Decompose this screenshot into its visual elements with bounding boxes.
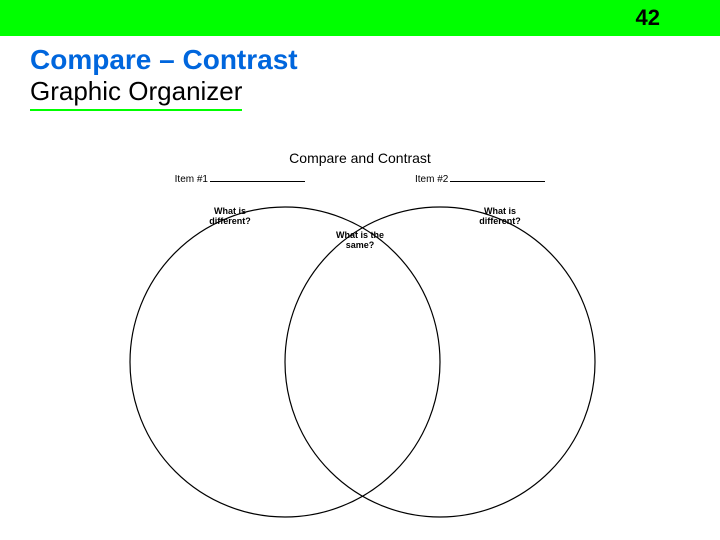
item2-blank-line xyxy=(450,181,545,182)
page-number: 42 xyxy=(636,5,660,31)
venn-circles: What isdifferent? What isdifferent? What… xyxy=(110,187,610,507)
prompt-left: What isdifferent? xyxy=(200,207,260,227)
item1-label: Item #1 xyxy=(175,174,305,185)
diagram-title: Compare and Contrast xyxy=(110,150,610,166)
item2-label: Item #2 xyxy=(415,174,545,185)
venn-diagram: Compare and Contrast Item #1 Item #2 Wha… xyxy=(110,150,610,530)
item2-text: Item #2 xyxy=(415,174,448,185)
header-bar: 42 xyxy=(0,0,720,36)
prompt-middle: What is thesame? xyxy=(330,231,390,251)
title-line2: Graphic Organizer xyxy=(30,76,242,111)
item1-text: Item #1 xyxy=(175,174,208,185)
prompt-right: What isdifferent? xyxy=(470,207,530,227)
title-line1: Compare – Contrast xyxy=(30,44,690,76)
title-block: Compare – Contrast Graphic Organizer xyxy=(0,36,720,111)
item-labels-row: Item #1 Item #2 xyxy=(110,174,610,185)
item1-blank-line xyxy=(210,181,305,182)
